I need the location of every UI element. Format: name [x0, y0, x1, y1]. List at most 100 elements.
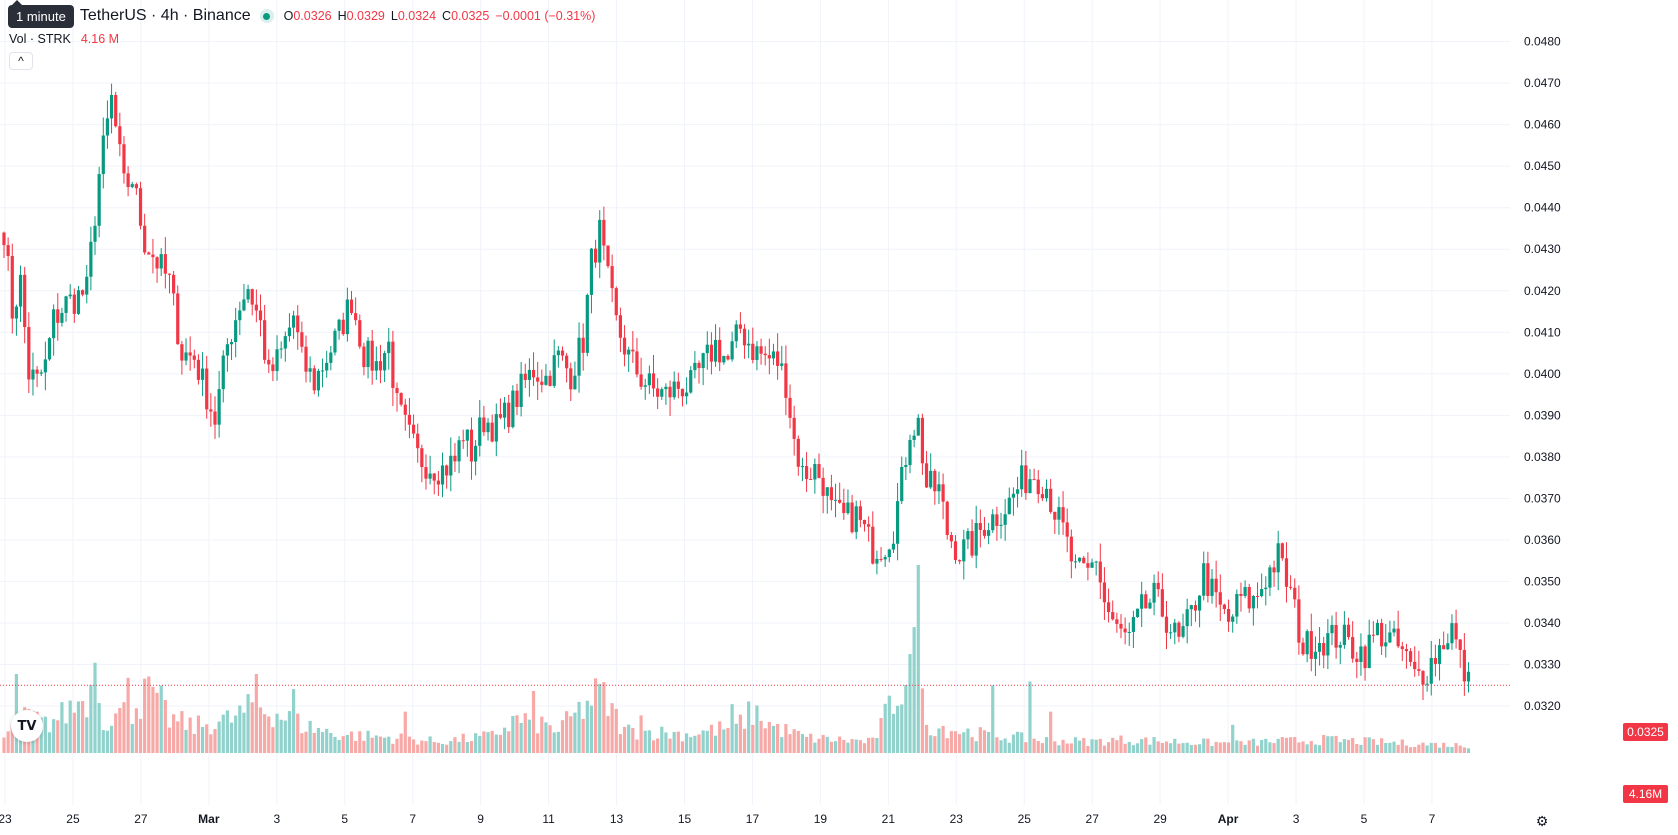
volume-bar	[507, 731, 511, 753]
candle-body	[1243, 587, 1247, 596]
volume-bar	[320, 732, 325, 753]
volume-bar	[933, 736, 937, 753]
volume-bar	[329, 732, 333, 753]
candle-body	[1355, 658, 1359, 662]
volume-bar	[788, 734, 792, 753]
price-tick-label: 0.0440	[1524, 201, 1561, 215]
candle-body	[424, 467, 428, 479]
candle-body	[908, 439, 912, 466]
candle-body	[64, 296, 68, 313]
volume-bar	[333, 736, 337, 753]
volume-bar	[1135, 743, 1140, 753]
volume-bar	[1156, 741, 1160, 753]
symbol-title[interactable]: TetherUS · 4h · Binance	[79, 7, 251, 24]
candle-body	[97, 174, 101, 226]
candle-body	[747, 343, 751, 346]
volume-bar	[109, 725, 114, 753]
time-axis[interactable]: 23 25 27 Mar 3 5 7 9 11 13 15 17 19 21 23 25 27 29 Apr 3 5 7	[0, 812, 1436, 826]
symbol-legend: 1 minute TetherUS · 4h · Binance O0.0326…	[0, 0, 595, 28]
volume-bar	[643, 730, 647, 753]
candle-body	[780, 363, 784, 366]
candle-body	[631, 349, 635, 352]
candle-body	[726, 355, 730, 360]
volume-label[interactable]: Vol · STRK	[9, 32, 71, 46]
candle-body	[1156, 582, 1160, 590]
volume-bar	[1106, 742, 1111, 753]
volume-bar	[1036, 740, 1040, 753]
volume-bar	[122, 702, 126, 753]
volume-bar	[101, 729, 105, 753]
candle-body	[461, 440, 465, 442]
volume-bar	[93, 662, 97, 753]
volume-bar	[172, 714, 176, 753]
volume-bar	[192, 734, 196, 753]
candle-body	[1313, 651, 1318, 659]
volume-bar	[999, 740, 1003, 753]
volume-bar	[300, 733, 304, 753]
volume-bar	[560, 720, 565, 753]
price-tick-label: 0.0390	[1524, 408, 1561, 422]
chevron-up-icon: ^	[18, 54, 24, 68]
time-tick-label: 21	[882, 812, 896, 826]
volume-bar	[978, 727, 982, 753]
candle-body	[974, 523, 978, 556]
candle-body	[1231, 616, 1235, 622]
volume-bar	[548, 725, 552, 753]
volume-bar	[1061, 739, 1065, 753]
candle-body	[1264, 587, 1268, 590]
price-axis[interactable]: 0.0480 0.0470 0.0460 0.0450 0.0440 0.0430 0.04…	[1524, 35, 1561, 713]
volume-bar	[887, 695, 891, 753]
high-label: H	[337, 9, 347, 23]
volume-bar	[742, 728, 747, 753]
candle-body	[639, 374, 643, 387]
time-tick-label: 23	[0, 812, 12, 826]
volume-bar	[213, 729, 217, 753]
price-tick-label: 0.0410	[1524, 325, 1561, 339]
volume-bar	[676, 731, 680, 753]
candle-body	[1144, 594, 1148, 609]
candle-body	[1235, 593, 1239, 617]
candle-body	[1102, 582, 1107, 603]
volume-bar	[1235, 740, 1239, 753]
tradingview-logo[interactable]: TV	[11, 710, 43, 742]
candle-body	[362, 346, 366, 368]
candle-body	[1036, 479, 1040, 495]
candle-body	[105, 118, 110, 136]
candle-body	[850, 502, 854, 533]
volume-bar	[1069, 743, 1073, 753]
volume-bar	[1210, 745, 1214, 753]
candle-body	[395, 387, 399, 394]
candle-body	[85, 276, 89, 295]
candle-body	[846, 502, 850, 514]
volume-bar	[436, 742, 440, 753]
candle-body	[895, 501, 900, 544]
volume-bar	[817, 738, 821, 753]
time-tick-label: 7	[1429, 812, 1436, 826]
volume-bar	[76, 701, 81, 753]
volume-bar	[1189, 744, 1193, 753]
candle-body	[370, 340, 374, 371]
volume-bar	[250, 702, 254, 753]
volume-bar	[465, 742, 469, 753]
volume-bar	[85, 717, 89, 753]
candle-body	[664, 386, 668, 390]
volume-bar	[1185, 742, 1189, 753]
candle-body	[1280, 543, 1284, 559]
collapse-legend-button[interactable]: ^	[9, 52, 33, 70]
volume-bar	[52, 719, 56, 753]
volume-bar	[1363, 737, 1367, 753]
time-tick-label: 3	[273, 812, 280, 826]
volume-bar	[196, 715, 201, 753]
volume-bar	[114, 713, 118, 753]
volume-bar	[1342, 739, 1346, 753]
volume-bar	[39, 717, 43, 753]
candle-body	[279, 348, 283, 350]
volume-bar	[383, 737, 387, 753]
gear-icon[interactable]: ⚙	[1535, 812, 1549, 829]
volume-bar	[263, 714, 267, 753]
candle-body	[1437, 645, 1442, 664]
volume-bar	[275, 713, 279, 753]
candle-body	[982, 529, 987, 536]
candle-body	[995, 514, 999, 526]
